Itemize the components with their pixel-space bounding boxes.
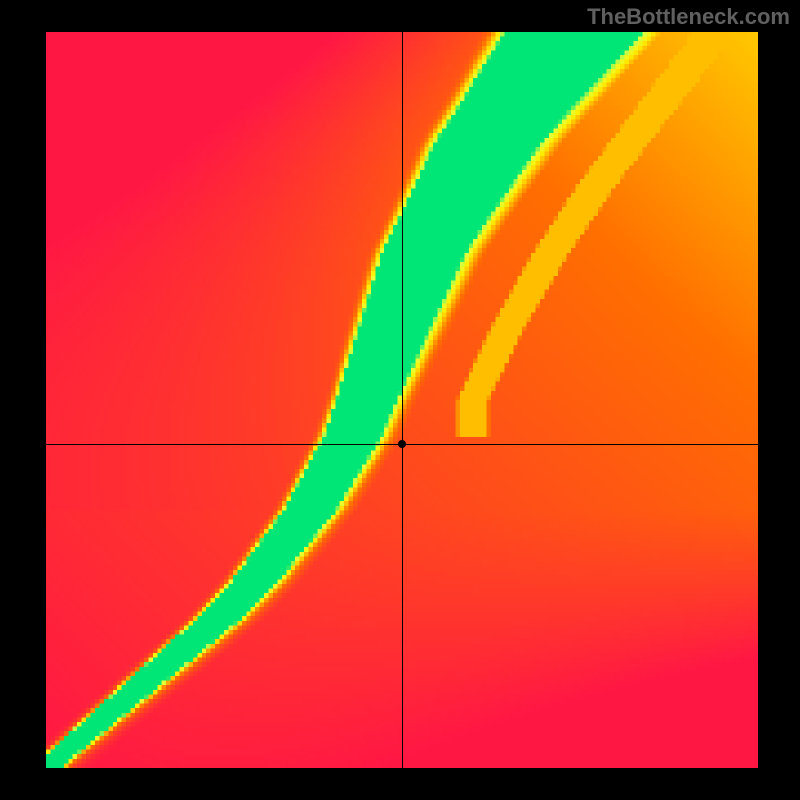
watermark-text: TheBottleneck.com (587, 4, 790, 30)
crosshair-vertical-line (402, 32, 403, 768)
crosshair-marker-dot (398, 440, 406, 448)
chart-container: TheBottleneck.com (0, 0, 800, 800)
heatmap-plot-area (46, 32, 758, 768)
